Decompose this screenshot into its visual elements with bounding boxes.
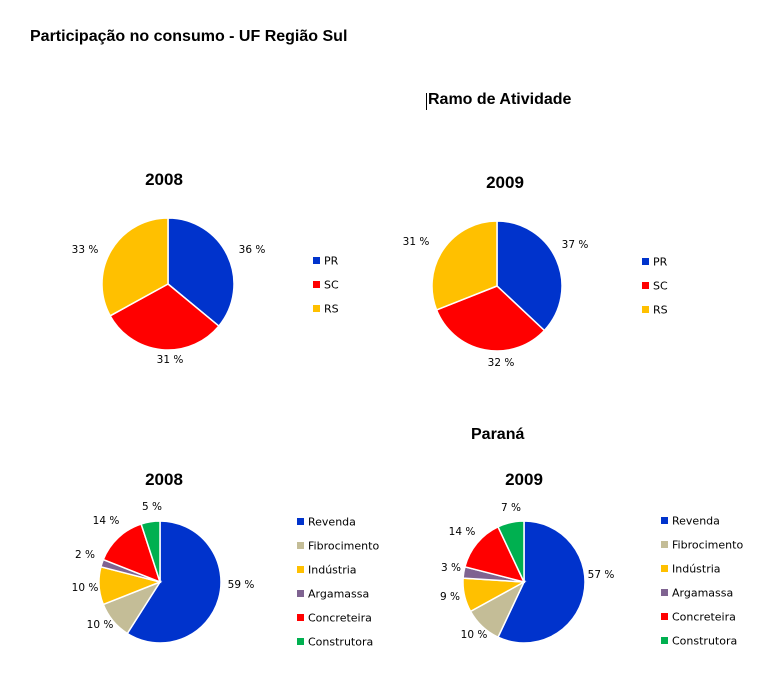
legend-label: Revenda [672,515,720,528]
legend-swatch [297,518,304,525]
pie-slice-construtora [140,520,161,583]
legend-label: Construtora [308,636,373,649]
legend-swatch [661,589,668,596]
data-label: 7 % [501,502,521,514]
section-title-parana: Paraná [471,426,525,443]
data-label: 14 % [93,515,120,527]
data-label: 33 % [72,244,99,256]
chart-title: 2008 [145,470,183,489]
legend-label: Indústria [308,564,357,577]
legend-label: PR [653,256,668,269]
legend-label: Argamassa [672,587,733,600]
legend-swatch [661,613,668,620]
legend-label: Construtora [672,635,737,648]
data-label: 57 % [588,569,615,581]
pie-slice-pr [167,217,235,328]
legend-swatch [661,637,668,644]
legend-swatch [297,590,304,597]
legend-label: Fibrocimento [308,540,379,553]
chart-title: 2008 [145,170,183,189]
legend-swatch [297,638,304,645]
legend-swatch [297,542,304,549]
legend-swatch [642,306,649,313]
data-label: 10 % [87,619,114,631]
data-label: 14 % [449,526,476,538]
pie-slice-pr [496,220,563,332]
data-label: 32 % [488,357,515,369]
legend-label: PR [324,255,339,268]
page-title: Participação no consumo - UF Região Sul [30,28,348,45]
data-label: 31 % [157,354,184,366]
text-cursor [426,93,427,110]
data-label: 36 % [239,244,266,256]
pie-slice-rs [101,217,169,317]
legend-label: Indústria [672,563,721,576]
legend-swatch [642,282,649,289]
data-label: 9 % [440,591,460,603]
legend-label: Concreteira [672,611,736,624]
data-label: 37 % [562,239,589,251]
pie-slice-sc [435,285,546,352]
legend-label: RS [653,304,668,317]
pie-slice-rs [431,220,498,311]
legend-label: RS [324,303,339,316]
legend-label: Fibrocimento [672,539,743,552]
pie-slice-concreteira [464,525,526,584]
chart-title: 2009 [505,470,543,489]
data-label: 31 % [403,236,430,248]
legend-swatch [661,517,668,524]
legend-label: Argamassa [308,588,369,601]
legend-swatch [661,541,668,548]
legend-swatch [661,565,668,572]
data-label: 10 % [461,629,488,641]
legend-label: Revenda [308,516,356,529]
pie-slice-revenda [126,520,222,644]
legend-swatch [313,257,320,264]
data-label: 10 % [72,582,99,594]
legend-label: SC [653,280,668,293]
legend-label: SC [324,279,339,292]
data-label: 59 % [228,579,255,591]
pie-slice-construtora [497,520,525,583]
section-title-ramo-atividade: Ramo de Atividade [428,91,572,108]
legend-swatch [313,281,320,288]
legend-swatch [313,305,320,312]
data-label: 3 % [441,562,461,574]
legend-swatch [642,258,649,265]
chart-title: 2009 [486,173,524,192]
data-label: 2 % [75,549,95,561]
pie-slice-revenda [497,520,586,644]
legend-swatch [297,614,304,621]
legend-swatch [297,566,304,573]
legend-label: Concreteira [308,612,372,625]
data-label: 5 % [142,501,162,513]
pie-slice-sc [109,283,220,351]
